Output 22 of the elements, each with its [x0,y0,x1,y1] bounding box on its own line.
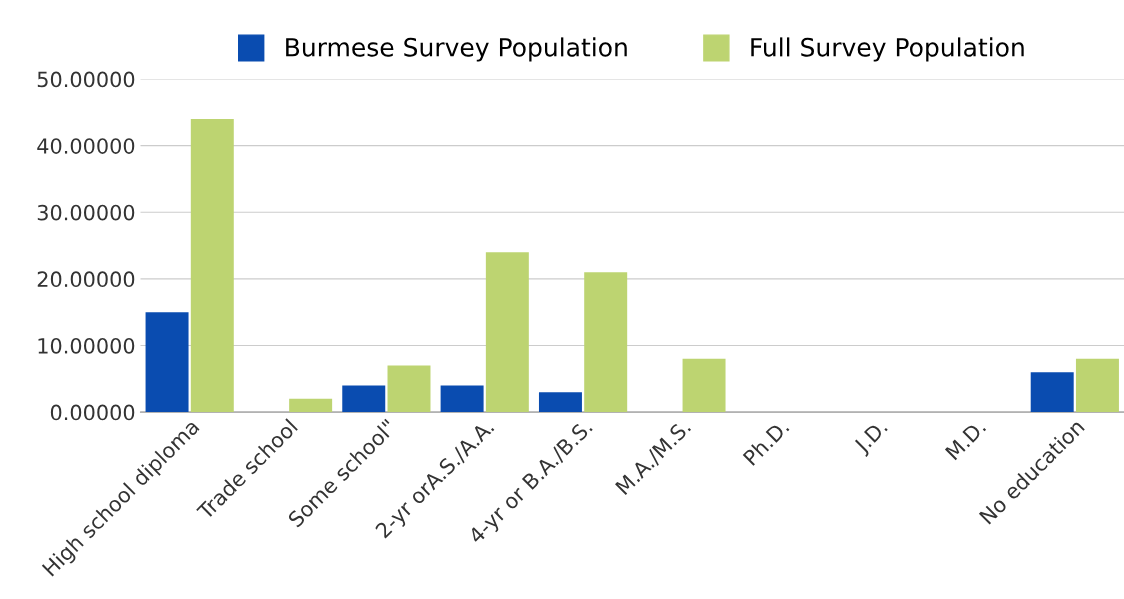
bar [538,392,582,413]
bar [682,358,726,413]
x-tick-label: M.D. [944,419,987,461]
y-tick-label: 10.00000 [38,337,135,354]
y-tick-label: 40.00000 [37,138,135,154]
y-tick-label: 20.00000 [37,271,135,288]
bar [440,385,484,413]
bar [485,252,529,413]
bar [289,398,333,413]
bar [145,312,189,413]
legend-label: Burmese Survey Population [286,37,627,62]
bar [190,119,234,413]
bar [1030,372,1074,413]
bar [584,272,628,413]
bar [342,385,386,413]
legend-label: Full Survey Population [751,37,1024,62]
y-tick-label: 30.00000 [37,204,135,221]
y-tick-label: 50.00000 [37,71,135,88]
bar [1075,358,1119,413]
bar [387,365,431,413]
y-tick-label: 0.00000 [50,404,135,421]
x-tick-label: J.D. [852,419,891,457]
